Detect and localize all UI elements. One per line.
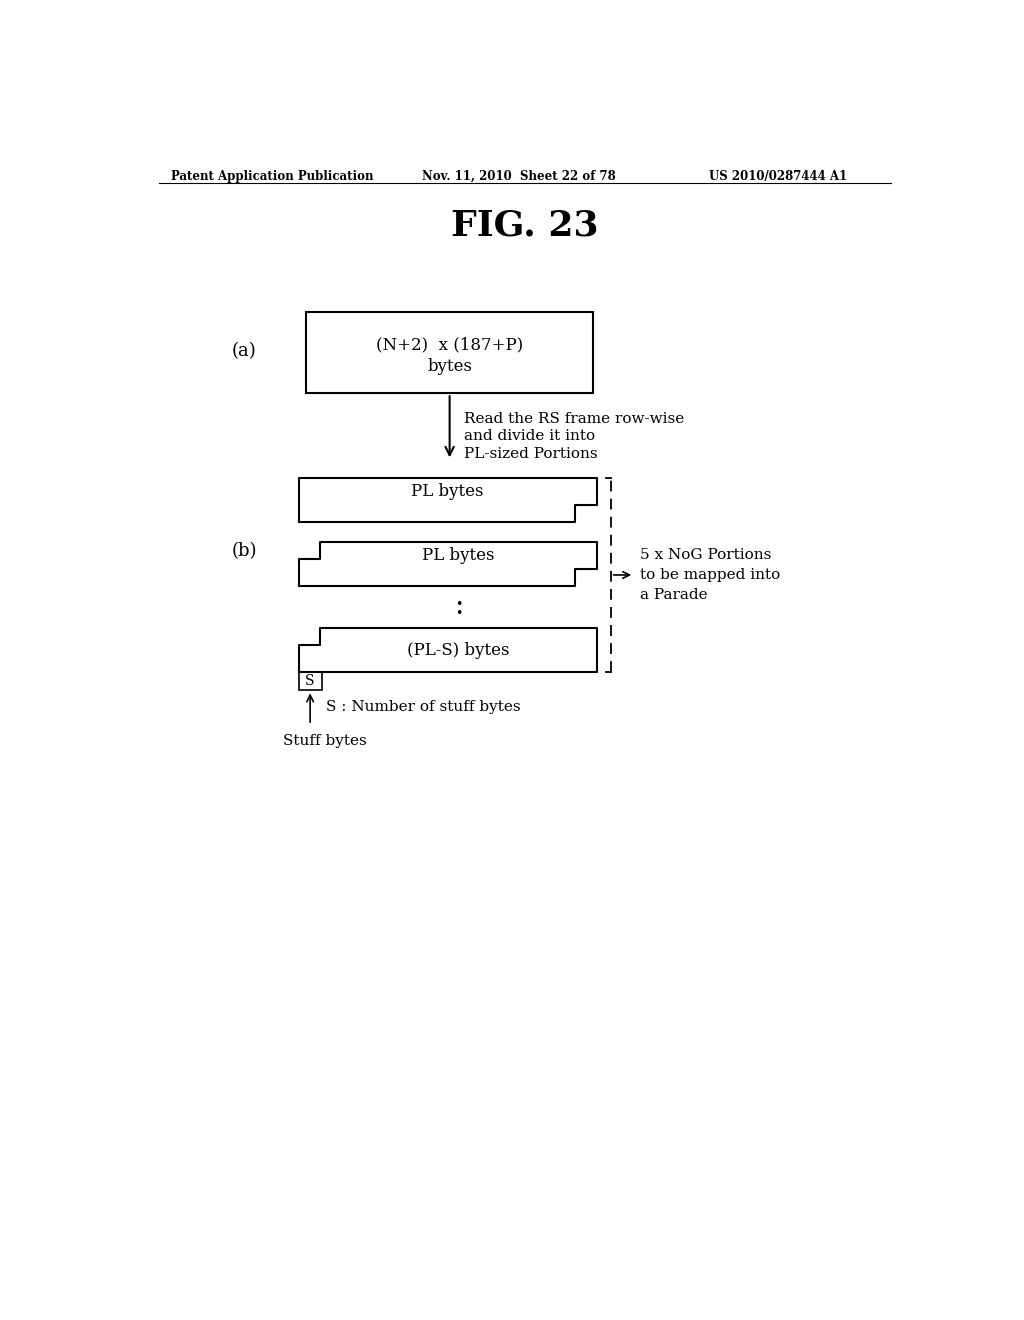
Bar: [306, 313, 593, 393]
Text: Read the RS frame row-wise: Read the RS frame row-wise: [464, 412, 684, 425]
Text: S: S: [305, 675, 314, 688]
Text: bytes: bytes: [427, 358, 472, 375]
Text: (b): (b): [231, 543, 257, 560]
Text: Nov. 11, 2010  Sheet 22 of 78: Nov. 11, 2010 Sheet 22 of 78: [423, 170, 616, 183]
Text: PL bytes: PL bytes: [412, 483, 484, 500]
Text: :: :: [454, 593, 463, 620]
Text: US 2010/0287444 A1: US 2010/0287444 A1: [710, 170, 848, 183]
Text: (a): (a): [231, 342, 257, 360]
Text: (PL-S) bytes: (PL-S) bytes: [408, 642, 510, 659]
Text: Stuff bytes: Stuff bytes: [283, 734, 367, 747]
Text: and divide it into: and divide it into: [464, 429, 595, 444]
Text: Patent Application Publication: Patent Application Publication: [171, 170, 373, 183]
Text: 5 x NoG Portions: 5 x NoG Portions: [640, 548, 772, 562]
Text: PL-sized Portions: PL-sized Portions: [464, 447, 597, 461]
Text: FIG. 23: FIG. 23: [451, 209, 599, 243]
Text: PL bytes: PL bytes: [422, 546, 495, 564]
Text: (N+2)  x (187+P): (N+2) x (187+P): [376, 337, 523, 354]
Bar: [299, 672, 322, 690]
Text: S : Number of stuff bytes: S : Number of stuff bytes: [326, 701, 520, 714]
Text: to be mapped into: to be mapped into: [640, 568, 780, 582]
Text: a Parade: a Parade: [640, 587, 708, 602]
